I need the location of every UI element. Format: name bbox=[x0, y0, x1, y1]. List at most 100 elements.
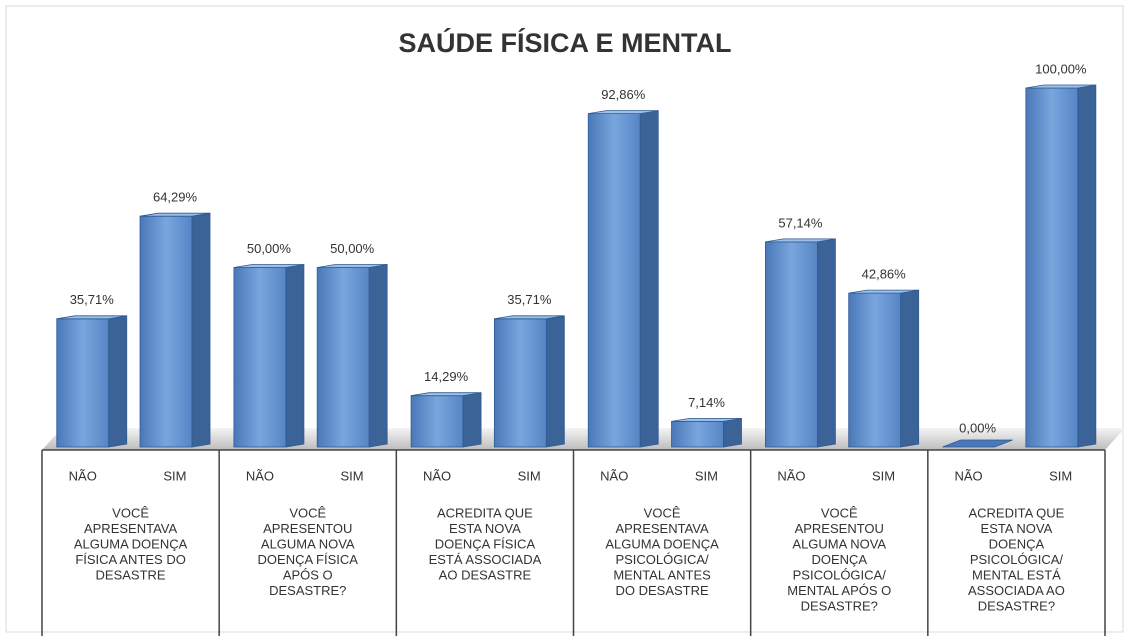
group-label: DO DESASTRE bbox=[615, 583, 709, 598]
bar bbox=[410, 392, 482, 448]
bar-front bbox=[139, 215, 193, 448]
group-label: MENTAL ESTÁ bbox=[972, 567, 1061, 582]
group-label: DOENÇA bbox=[989, 536, 1045, 551]
group-label: ESTA NOVA bbox=[449, 521, 521, 536]
group-label: APÓS O bbox=[283, 567, 333, 582]
group-label: MENTAL APÓS O bbox=[787, 583, 891, 598]
bar-front bbox=[233, 267, 287, 448]
group-label: APRESENTOU bbox=[795, 521, 884, 536]
group-label: DOENÇA FÍSICA bbox=[258, 552, 359, 567]
group-label: PSICOLÓGICA/ bbox=[970, 552, 1064, 567]
bar-top bbox=[588, 110, 659, 115]
value-label: 100,00% bbox=[1035, 61, 1087, 76]
chart-title: SAÚDE FÍSICA E MENTAL bbox=[398, 27, 731, 58]
bar-front bbox=[765, 241, 818, 448]
bar-top bbox=[942, 439, 1013, 448]
group-label: ALGUMA NOVA bbox=[261, 536, 355, 551]
group-label: DESASTRE? bbox=[978, 598, 1055, 613]
value-label: 0,00% bbox=[959, 420, 996, 435]
bar-side bbox=[723, 417, 742, 448]
bar-front bbox=[410, 395, 464, 448]
group-label: DOENÇA bbox=[811, 552, 867, 567]
x-tick-label: NÃO bbox=[423, 468, 451, 483]
group-label: VOCÊ bbox=[289, 505, 326, 520]
value-label: 14,29% bbox=[424, 369, 469, 384]
value-label: 50,00% bbox=[330, 241, 375, 256]
value-label: 50,00% bbox=[247, 241, 292, 256]
bar bbox=[139, 212, 211, 448]
x-tick-label: SIM bbox=[1049, 468, 1072, 483]
value-label: 7,14% bbox=[688, 395, 725, 410]
bar-front bbox=[1025, 87, 1079, 448]
bar-top bbox=[848, 289, 919, 294]
bar bbox=[848, 289, 920, 448]
group-label: DOENÇA FÍSICA bbox=[435, 536, 536, 551]
group-label: PSICOLÓGICA/ bbox=[793, 567, 887, 582]
group-label: VOCÊ bbox=[644, 505, 681, 520]
group-label: ACREDITA QUE bbox=[968, 505, 1064, 520]
bar bbox=[942, 439, 1013, 448]
bar bbox=[671, 417, 742, 448]
bar-side bbox=[368, 264, 388, 448]
group-label: VOCÊ bbox=[112, 505, 149, 520]
group-label: ASSOCIADA AO bbox=[968, 583, 1065, 598]
group-label: DESASTRE? bbox=[801, 598, 878, 613]
x-tick-label: SIM bbox=[872, 468, 895, 483]
group-label: ESTA NOVA bbox=[981, 521, 1053, 536]
group-label: ALGUMA DOENÇA bbox=[605, 536, 719, 551]
group-label: APRESENTAVA bbox=[615, 521, 709, 536]
group-label: FÍSICA ANTES DO bbox=[75, 552, 186, 567]
bar-side bbox=[191, 212, 211, 448]
bar-side bbox=[462, 392, 482, 448]
group-label: ESTÁ ASSOCIADA bbox=[429, 552, 542, 567]
bar-side bbox=[817, 238, 836, 448]
value-label: 42,86% bbox=[862, 267, 907, 282]
x-tick-label: NÃO bbox=[954, 468, 982, 483]
bar bbox=[233, 264, 305, 448]
value-label: 57,14% bbox=[778, 215, 823, 230]
bar-front bbox=[56, 318, 110, 448]
bar bbox=[316, 264, 388, 448]
bar-top bbox=[139, 212, 211, 217]
bar-side bbox=[285, 264, 305, 448]
bar-top bbox=[1025, 84, 1096, 89]
value-label: 92,86% bbox=[601, 87, 646, 102]
group-label: DESASTRE? bbox=[269, 583, 346, 598]
bar-front bbox=[848, 292, 902, 448]
bar-top bbox=[56, 315, 127, 320]
bar-top bbox=[411, 392, 482, 397]
group-label: MENTAL ANTES bbox=[613, 567, 711, 582]
bar-side bbox=[639, 110, 659, 448]
bar-front bbox=[671, 420, 724, 448]
bar-top bbox=[671, 417, 742, 422]
bar-front bbox=[493, 318, 547, 448]
bar-top bbox=[765, 238, 836, 243]
bar-side bbox=[545, 315, 565, 448]
bar-side bbox=[108, 315, 128, 448]
bar-side bbox=[900, 289, 920, 448]
x-tick-label: NÃO bbox=[246, 468, 274, 483]
x-tick-label: SIM bbox=[695, 468, 718, 483]
x-tick-label: NÃO bbox=[600, 468, 628, 483]
value-label: 35,71% bbox=[507, 292, 552, 307]
group-label: ALGUMA NOVA bbox=[792, 536, 886, 551]
group-label: ACREDITA QUE bbox=[437, 505, 533, 520]
bar bbox=[493, 315, 565, 448]
x-tick-label: NÃO bbox=[777, 468, 805, 483]
value-label: 35,71% bbox=[70, 292, 115, 307]
bar bbox=[765, 238, 836, 448]
bar bbox=[56, 315, 128, 448]
bar-top bbox=[494, 315, 565, 320]
bar bbox=[1025, 84, 1097, 448]
x-tick-label: SIM bbox=[518, 468, 541, 483]
bar-top bbox=[233, 264, 304, 268]
value-label: 64,29% bbox=[153, 190, 198, 205]
group-label: PSICOLÓGICA/ bbox=[615, 552, 709, 567]
bar-top bbox=[317, 264, 388, 268]
bar-front bbox=[587, 113, 641, 448]
bar-side bbox=[1077, 84, 1097, 448]
group-label: DESASTRE bbox=[96, 567, 166, 582]
group-label: ALGUMA DOENÇA bbox=[74, 536, 188, 551]
x-tick-label: NÃO bbox=[69, 468, 97, 483]
